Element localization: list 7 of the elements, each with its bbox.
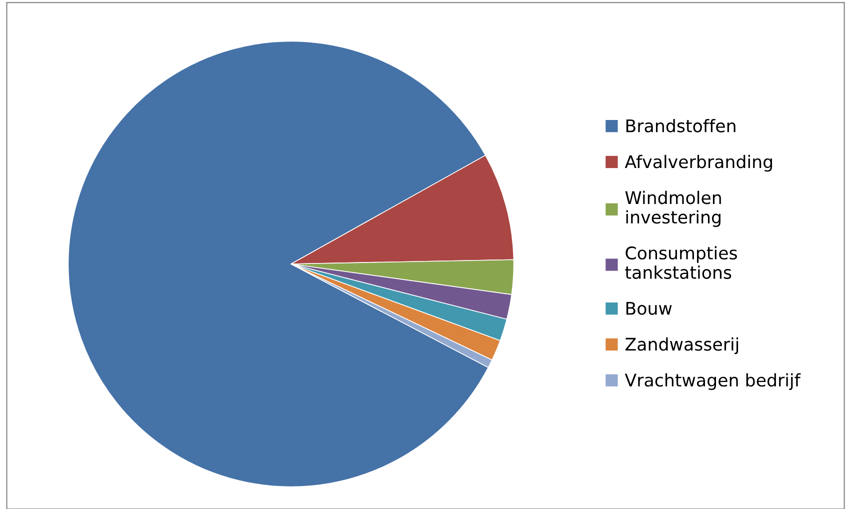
- legend-label: Afvalverbranding: [624, 154, 772, 172]
- legend-label: Windmolen investering: [625, 190, 721, 227]
- legend-label: Zandwasserij: [626, 337, 738, 354]
- legend-label: Vrachtwagen bedrijf: [624, 373, 801, 390]
- legend-label: Bouw: [626, 302, 672, 315]
- legend-label: Consumpties tankstations: [625, 246, 737, 279]
- legend-label: Brandstoffen: [626, 118, 736, 132]
